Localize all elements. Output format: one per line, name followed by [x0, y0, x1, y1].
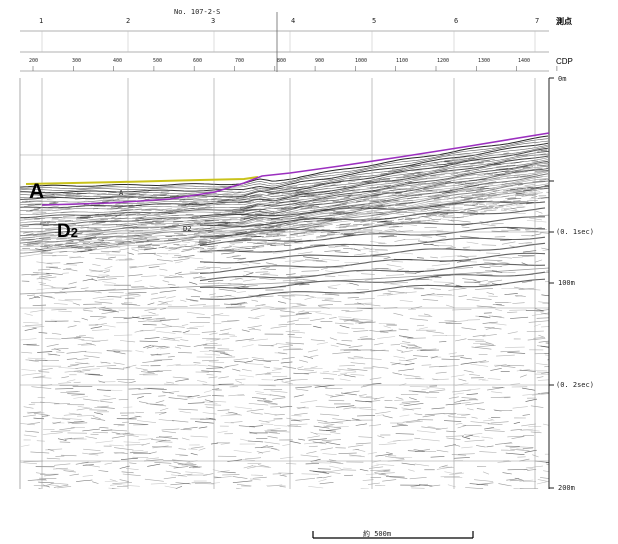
station-label-1: 1: [39, 17, 44, 25]
profile-number: No. 107-2-S: [174, 8, 221, 16]
station-label-6: 6: [454, 17, 459, 25]
depth-label-0-2sec: (0. 2sec): [556, 381, 594, 389]
horizon-label-d2: D2: [57, 221, 78, 242]
horizon-a-base-line: [41, 132, 550, 206]
cdp-label: 300: [72, 58, 82, 64]
cdp-label: 1000: [355, 58, 368, 64]
depth-label-0m: 0m: [558, 75, 567, 83]
deep-reflector: [19, 267, 550, 295]
station-label-5: 5: [372, 17, 377, 25]
depth-label-200m: 200m: [558, 484, 575, 492]
station-label-3: 3: [211, 17, 216, 25]
station-header: 測点: [556, 17, 572, 26]
cdp-label: 1400: [518, 58, 531, 64]
cdp-label: 500: [153, 58, 163, 64]
seismic-traces: [20, 135, 549, 489]
cdp-label: 700: [235, 58, 245, 64]
depth-label-100m: 100m: [558, 279, 575, 287]
cdp-label: 900: [315, 58, 325, 64]
cdp-label: 200: [29, 58, 39, 64]
depth-label-0-1sec: (0. 1sec): [556, 228, 594, 236]
station-label-2: 2: [126, 17, 131, 25]
horizon-small-a: A: [119, 189, 124, 197]
cdp-label: 1200: [437, 58, 450, 64]
station-label-4: 4: [291, 17, 296, 25]
cdp-label: 400: [113, 58, 123, 64]
cdp-label: 1300: [478, 58, 491, 64]
cdp-label: 600: [193, 58, 203, 64]
horizon-small-d2: D2: [183, 225, 192, 233]
horizon-label-a: A: [29, 180, 45, 203]
station-label-7: 7: [535, 17, 540, 25]
horizon-a-top-line: [25, 176, 259, 185]
cdp-label: 1100: [396, 58, 409, 64]
scale-bar-label: 約 500m: [363, 530, 392, 538]
cdp-header: CDP: [556, 57, 573, 66]
cdp-label: 800: [277, 58, 287, 64]
